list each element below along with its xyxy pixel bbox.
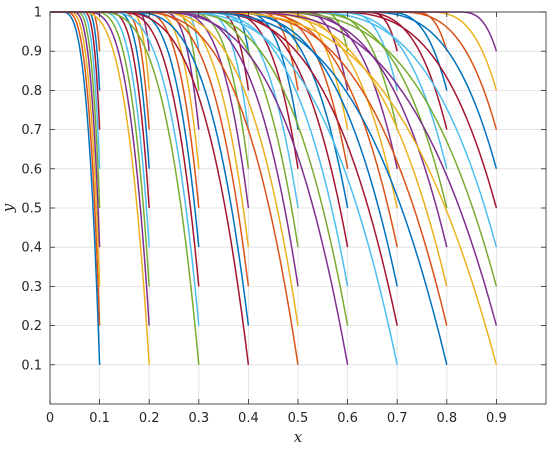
y-tick-label: 0.9 <box>21 45 42 60</box>
x-tick-label: 0.5 <box>288 411 309 426</box>
x-tick-label: 0.7 <box>387 411 408 426</box>
x-tick-label: 0.6 <box>337 411 358 426</box>
x-tick-label: 0.8 <box>436 411 457 426</box>
y-tick-label: 1 <box>34 6 42 21</box>
y-tick-label: 0.3 <box>21 280 42 295</box>
y-tick-label: 0.1 <box>21 358 42 373</box>
y-tick-label: 0.4 <box>21 241 42 256</box>
y-tick-labels: 0.1 0.2 0.3 0.4 0.5 0.6 0.7 0.8 0.9 1 <box>21 6 42 374</box>
x-tick-labels: 0 0.1 0.2 0.3 0.4 0.5 0.6 0.7 0.8 0.9 <box>46 411 507 426</box>
y-tick-label: 0.6 <box>21 162 42 177</box>
y-axis-label: y <box>0 203 17 213</box>
x-tick-label: 0.3 <box>188 411 209 426</box>
x-axis-label: x <box>294 428 303 446</box>
x-tick-label: 0.1 <box>89 411 110 426</box>
x-tick-label: 0 <box>46 411 54 426</box>
x-tick-label: 0.9 <box>486 411 507 426</box>
x-tick-label: 0.2 <box>139 411 160 426</box>
y-tick-label: 0.2 <box>21 319 42 334</box>
x-tick-label: 0.4 <box>238 411 259 426</box>
ticks <box>49 11 546 404</box>
y-tick-label: 0.7 <box>21 123 42 138</box>
y-tick-label: 0.5 <box>21 202 42 217</box>
y-tick-label: 0.8 <box>21 84 42 99</box>
